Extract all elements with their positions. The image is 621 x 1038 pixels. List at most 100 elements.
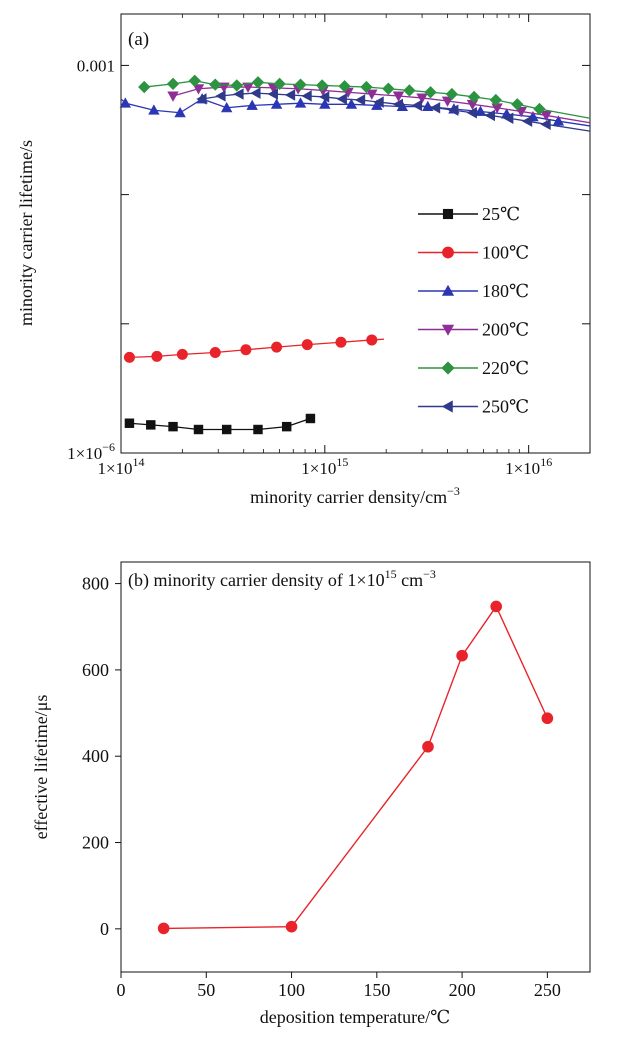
panel-b-label-tail: cm bbox=[397, 570, 424, 590]
panel-a-point-4-4 bbox=[230, 79, 243, 92]
panel-b-point-3 bbox=[456, 649, 468, 662]
panel-a-legend-label-1: 100℃ bbox=[482, 243, 529, 263]
panel-a-point-3-10 bbox=[416, 93, 428, 104]
panel-a-legend-label-3: 200℃ bbox=[482, 320, 529, 340]
panel-a-point-0-4 bbox=[221, 424, 232, 435]
panel-a-point-1-2 bbox=[176, 348, 188, 360]
panel-a-point-4-15 bbox=[467, 90, 481, 104]
panel-a-point-1-6 bbox=[301, 339, 313, 351]
panel-a-legend-marker-0 bbox=[442, 208, 454, 220]
panel-a-x-tick-label-1-base: 1×10 bbox=[301, 459, 336, 478]
panel-a-point-0-6 bbox=[281, 421, 292, 432]
panel-a-point-4-12 bbox=[403, 84, 416, 97]
panel-b-y-tick-label-2: 400 bbox=[82, 746, 109, 766]
panel-a-point-4-6 bbox=[273, 77, 286, 90]
panel-a-point-2-2 bbox=[174, 106, 186, 118]
panel-b-x-axis-label: deposition temperature/℃ bbox=[260, 1007, 451, 1027]
panel-b-series-line-0 bbox=[163, 605, 549, 930]
panel-a-point-2-6 bbox=[270, 98, 283, 109]
panel-a-point-0-0 bbox=[124, 418, 135, 428]
panel-a-point-4-3 bbox=[209, 78, 222, 91]
panel-b-point-5 bbox=[541, 712, 554, 725]
panel-a-point-5-2 bbox=[233, 88, 244, 100]
panel-a-point-5-18 bbox=[521, 115, 533, 127]
panel-b-lifetime-vs-temperature: 0 50 100 150 200 250 0 200 400 600 800 (b) minorit… bbox=[31, 561, 591, 1027]
panel-a-point-0-5 bbox=[253, 424, 263, 435]
panel-b-y-tick-label-4: 800 bbox=[82, 574, 109, 594]
panel-a-point-5-9 bbox=[354, 94, 366, 106]
panel-a-x-axis-label-sup: −3 bbox=[447, 484, 460, 498]
panel-a-point-5-7 bbox=[319, 91, 330, 103]
panel-a-point-3-1 bbox=[192, 84, 205, 95]
panel-a-point-4-18 bbox=[533, 102, 546, 116]
panel-a-x-axis-label: minority carrier density/cm−3 bbox=[250, 484, 460, 507]
panel-a-y-tick-label-1-base: 0.001 bbox=[77, 56, 115, 75]
panel-a-legend-label-5: 250℃ bbox=[482, 397, 529, 417]
panel-a-x-tick-label-1-exp: 15 bbox=[336, 455, 348, 469]
panel-a-point-1-5 bbox=[271, 341, 283, 353]
panel-a-point-4-9 bbox=[338, 80, 351, 93]
panel-b-y-axis-label: effective lifetime/μs bbox=[31, 695, 51, 840]
panel-a-x-tick-label-0-base: 1×10 bbox=[97, 459, 132, 478]
panel-a-point-5-0 bbox=[196, 93, 207, 105]
panel-a-legend-marker-3 bbox=[441, 324, 455, 336]
panel-b-y-tick-label-3: 600 bbox=[82, 660, 109, 680]
panel-a-point-2-4 bbox=[220, 101, 233, 113]
panel-a-legend-label-4: 220℃ bbox=[482, 358, 529, 378]
panel-b-x-tick-label-3: 150 bbox=[363, 980, 390, 1000]
panel-b-x-tick-label-5: 250 bbox=[534, 980, 561, 1000]
panel-a-legend-label-2: 180℃ bbox=[482, 281, 529, 301]
panel-b-label-text: (b) minority carrier density of 1×10 bbox=[128, 570, 385, 591]
panel-a-point-4-5 bbox=[251, 76, 265, 89]
panel-a-point-3-3 bbox=[242, 82, 254, 93]
panel-b-label-sup: 15 bbox=[385, 567, 397, 581]
panel-b-label-tail-sup: −3 bbox=[423, 567, 436, 581]
panel-a-point-1-1 bbox=[151, 350, 163, 362]
panel-a-point-5-15 bbox=[466, 107, 477, 119]
panel-a-x-tick-label-2-base: 1×10 bbox=[505, 459, 540, 478]
panel-a-point-3-9 bbox=[392, 91, 405, 102]
panel-a-point-1-7 bbox=[335, 336, 347, 348]
panel-a-point-2-1 bbox=[148, 104, 160, 115]
panel-a-series-layer bbox=[119, 74, 591, 435]
panel-a-point-1-3 bbox=[209, 346, 221, 358]
panel-a-y-tick-label-0: 1×10−6 bbox=[67, 440, 115, 463]
panel-a-point-5-10 bbox=[373, 96, 384, 108]
panel-a-point-5-14 bbox=[448, 104, 459, 116]
panel-a-point-1-8 bbox=[366, 334, 378, 346]
panel-a-point-4-16 bbox=[489, 93, 502, 107]
panel-a-legend: 25℃ 100℃ 180℃ 200℃ 220℃ 250℃ bbox=[418, 204, 529, 417]
panel-a-legend-label-0: 25℃ bbox=[482, 204, 520, 224]
panel-a-x-tick-label-1: 1×1015 bbox=[301, 455, 348, 478]
panel-a-y-tick-label-0-base: 1×10 bbox=[67, 444, 102, 463]
panel-a-point-4-0 bbox=[138, 80, 151, 94]
panel-a-point-5-16 bbox=[484, 109, 495, 122]
panel-a-x-tick-label-0: 1×1014 bbox=[97, 455, 144, 478]
panel-a-series-line-1 bbox=[129, 338, 384, 358]
panel-a-point-3-15 bbox=[540, 110, 552, 122]
panel-a-point-5-8 bbox=[336, 93, 347, 105]
panel-a-y-axis-label: minority carrier lifetime/s bbox=[16, 140, 36, 326]
panel-a-series-line-2 bbox=[120, 98, 591, 127]
panel-b-point-1 bbox=[285, 920, 298, 933]
panel-a-point-1-0 bbox=[123, 351, 135, 363]
panel-a-point-5-19 bbox=[540, 118, 551, 131]
panel-b-y-tick-label-1: 200 bbox=[82, 833, 109, 853]
panel-a-point-5-1 bbox=[215, 90, 226, 102]
panel-a-point-3-14 bbox=[515, 107, 527, 118]
panel-b-point-4 bbox=[490, 600, 503, 613]
panel-b-plot-frame bbox=[120, 561, 591, 973]
panel-a-point-5-17 bbox=[503, 112, 514, 124]
panel-a-point-2-7 bbox=[294, 97, 307, 108]
panel-a-point-4-11 bbox=[382, 82, 395, 95]
panel-a-point-4-17 bbox=[511, 98, 524, 111]
panel-a-legend-marker-4 bbox=[441, 361, 455, 375]
panel-a-point-3-11 bbox=[441, 96, 454, 107]
panel-a-y-tick-label-0-exp: −6 bbox=[102, 440, 115, 454]
panel-b-series-layer bbox=[157, 600, 554, 935]
panel-a-x-tick-label-2-exp: 16 bbox=[540, 455, 552, 469]
panel-a-point-5-3 bbox=[250, 87, 261, 99]
panel-a-point-5-11 bbox=[392, 98, 404, 111]
panel-a-legend-marker-1 bbox=[442, 246, 454, 259]
